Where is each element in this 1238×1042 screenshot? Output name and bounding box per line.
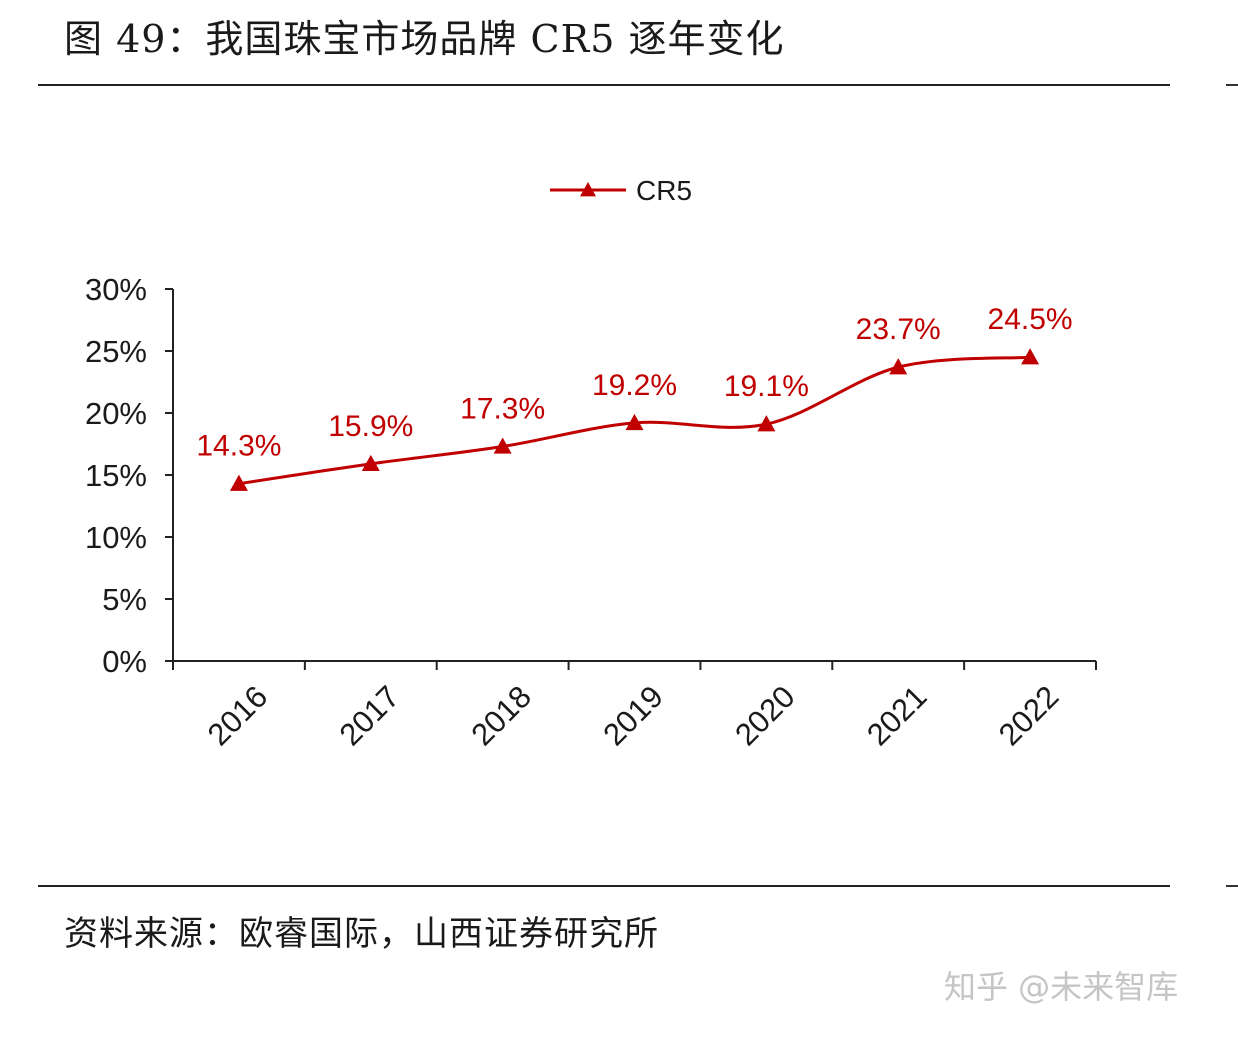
y-tick-label: 5% [102,582,147,617]
data-label: 17.3% [460,392,545,425]
y-tick-label: 15% [85,458,147,493]
x-tick-label: 2016 [201,679,275,753]
data-label: 14.3% [196,430,281,463]
data-label: 15.9% [328,410,413,443]
data-point-marker [757,415,776,432]
y-tick-label: 30% [85,272,147,307]
y-tick-label: 0% [102,644,147,679]
data-label: 19.2% [592,369,677,402]
data-point-marker [493,437,512,454]
top-edge-mark [1226,84,1238,86]
legend-label: CR5 [636,175,692,206]
source-note: 资料来源：欧睿国际，山西证券研究所 [64,914,659,954]
data-point-marker [1021,348,1040,365]
x-tick-label: 2017 [333,679,407,753]
y-tick-label: 10% [85,520,147,555]
chart-series: 14.3% 15.9% 17.3% 19.2% 19.1% 23.7% 24.5% [196,303,1073,491]
data-point-marker [625,413,644,431]
bottom-edge-mark [1226,885,1238,887]
y-tick-label: 25% [85,334,147,369]
x-tick-label: 2018 [464,679,538,753]
x-tick-label: 2020 [728,679,802,753]
figure-title: 图 49：我国珠宝市场品牌 CR5 逐年变化 [64,17,785,61]
data-point-marker [889,358,908,375]
data-label: 23.7% [856,313,941,346]
bottom-rule [38,885,1170,887]
data-point-marker [229,474,248,491]
data-label: 19.1% [724,370,809,403]
legend-marker-swatch [580,182,596,197]
x-tick-label: 2021 [860,679,934,753]
data-label: 24.5% [988,303,1073,336]
chart-axes: 0% 5% 10% 15% 20% 25% 30% 2016 2017 2018 2019 2020 2… [85,272,1097,753]
legend: CR5 [550,175,692,206]
watermark-text: 知乎 @未来智库 [944,968,1179,1006]
top-rule [38,84,1170,86]
y-tick-label: 20% [85,396,147,431]
x-tick-label: 2019 [596,679,670,753]
x-tick-label: 2022 [992,679,1066,753]
data-point-marker [361,454,380,472]
